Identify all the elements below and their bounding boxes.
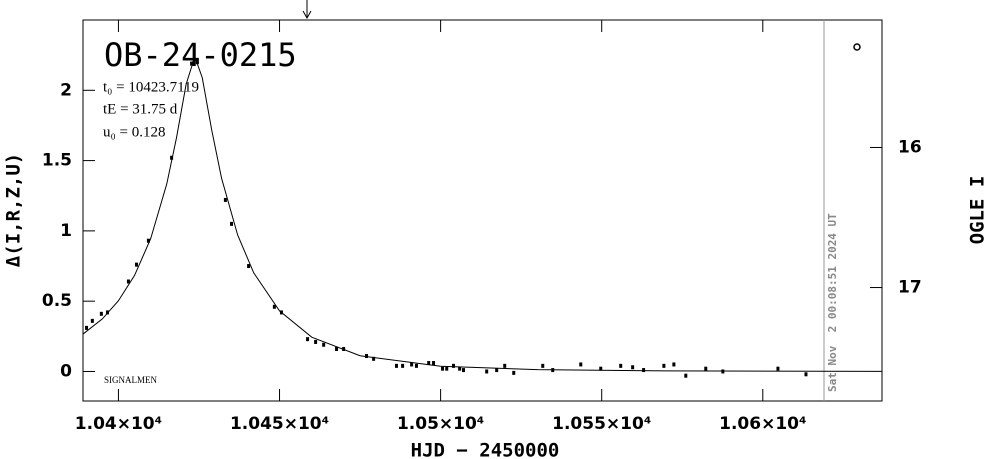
marker — [853, 43, 861, 51]
data-point — [461, 368, 465, 373]
data-point — [195, 60, 199, 65]
data-point — [579, 362, 583, 367]
y-tick-label: 1.5 — [42, 151, 72, 171]
y-axis-label: Δ(I,R,Z,U) — [3, 153, 25, 267]
data-point — [372, 356, 376, 361]
data-point — [342, 346, 346, 351]
data-point — [672, 362, 676, 367]
y-tick-label: 2 — [60, 80, 72, 100]
data-point — [704, 366, 708, 371]
data-point — [190, 61, 194, 66]
arrow-head — [302, 10, 312, 20]
data-point — [306, 337, 310, 342]
data-point — [458, 366, 462, 371]
data-point — [105, 310, 109, 315]
data-point — [452, 363, 456, 368]
data-point — [551, 368, 555, 373]
data-point — [146, 238, 150, 243]
data-point — [230, 221, 234, 226]
y2-tick-label: 17 — [898, 278, 922, 298]
data-point — [427, 361, 431, 366]
y2-tick-label: 16 — [898, 137, 922, 157]
data-point — [599, 366, 603, 371]
data-point — [441, 366, 445, 371]
y-tick-label: 0.5 — [42, 291, 72, 311]
data-point — [541, 363, 545, 368]
y2-axis-label: OGLE I — [967, 176, 986, 245]
data-point — [410, 362, 414, 367]
data-point — [414, 363, 418, 368]
data-point — [631, 365, 635, 370]
date-label: Sat Nov 2 00:08:51 2024 UT — [826, 213, 839, 392]
data-point — [322, 342, 326, 347]
data-point — [99, 311, 103, 316]
data-point — [279, 310, 283, 315]
data-point — [776, 366, 780, 371]
data-point — [394, 363, 398, 368]
data-point — [619, 363, 623, 368]
note: SIGNALMEN — [104, 375, 157, 385]
data-point — [365, 354, 369, 359]
data-point — [495, 368, 499, 373]
data-point — [126, 279, 130, 284]
data-point — [684, 373, 688, 378]
data-point — [485, 369, 489, 374]
x-tick-label: 1.04×10⁴ — [75, 414, 162, 434]
x-axis-label: HJD − 2450000 — [411, 440, 560, 459]
data-point — [314, 339, 318, 344]
y-tick-label: 1 — [60, 221, 72, 241]
data-point — [223, 197, 227, 202]
param: t₀ = 10423.7119 — [103, 79, 199, 95]
param: tE = 31.75 d — [103, 101, 178, 117]
x-tick-label: 1.055×10⁴ — [552, 414, 651, 434]
data-point — [445, 366, 449, 371]
x-tick-label: 1.045×10⁴ — [230, 414, 329, 434]
data-point — [90, 318, 94, 323]
data-point — [804, 372, 808, 377]
param: u₀ = 0.128 — [103, 124, 165, 140]
data-point — [272, 304, 276, 309]
plot-frame — [82, 19, 883, 402]
chart-title: OB-24-0215 — [104, 36, 297, 74]
data-point — [432, 361, 436, 366]
data-point — [662, 363, 666, 368]
data-point — [512, 370, 516, 375]
x-tick-label: 1.06×10⁴ — [719, 414, 806, 434]
data-point — [247, 264, 251, 269]
y-tick-label: 0 — [60, 361, 72, 381]
data-point — [642, 368, 646, 373]
x-tick-label: 1.05×10⁴ — [397, 414, 484, 434]
data-point — [503, 363, 507, 368]
data-point — [335, 346, 339, 351]
data-point — [401, 363, 405, 368]
data-point — [85, 325, 89, 330]
data-point — [170, 155, 174, 160]
model-line — [82, 55, 883, 372]
data-point — [134, 262, 138, 267]
data-point — [721, 369, 725, 374]
